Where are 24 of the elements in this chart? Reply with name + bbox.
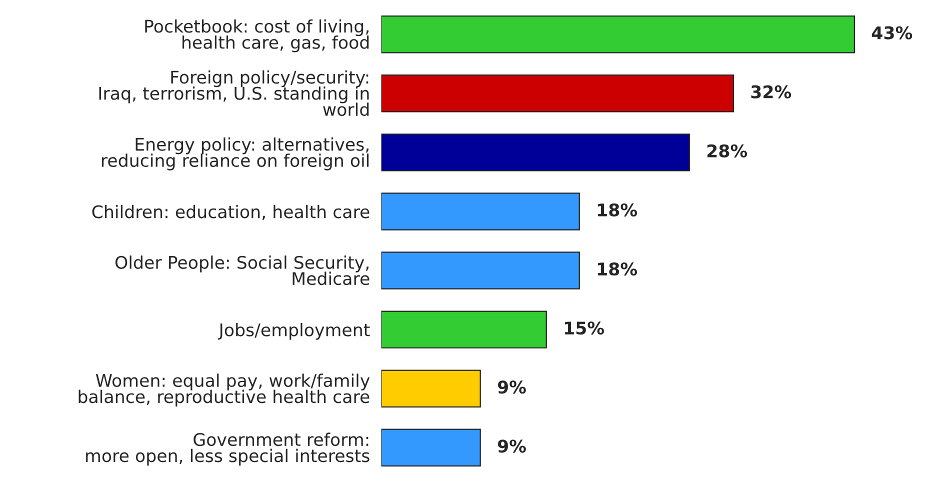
y-tick-label: Energy policy: alternatives, reducing reliance on foreign oil [102, 137, 369, 170]
data-label: 9% [498, 380, 526, 394]
bar [381, 428, 481, 467]
data-label: 15% [564, 321, 604, 335]
y-tick-label: Children: education, health care [92, 204, 370, 220]
y-tick-label: Pocketbook: cost of living, health care, gas, food [145, 19, 369, 52]
y-tick-label: Foreign policy/security: Iraq, terrorism, U.S. standing in world [99, 70, 369, 116]
data-label: 32% [751, 85, 792, 98]
data-label: 9% [498, 440, 526, 453]
y-tick-label: Women: equal pay, work/family balance, reproductive health care [78, 374, 370, 407]
bar [381, 74, 734, 112]
bar [381, 252, 580, 290]
data-label: 18% [598, 262, 638, 276]
y-tick-label: Older People: Social Security, Medicare [115, 256, 370, 286]
data-label: 18% [598, 203, 638, 217]
y-tick-label: Jobs/employment [218, 322, 370, 340]
bar [381, 192, 580, 230]
bar [381, 15, 856, 54]
bar [381, 370, 481, 408]
data-label: 28% [707, 144, 748, 158]
y-tick-label: Government reform: more open, less special interests [86, 432, 370, 466]
bar [381, 134, 690, 172]
data-label: 43% [872, 26, 912, 40]
bar [381, 310, 547, 348]
